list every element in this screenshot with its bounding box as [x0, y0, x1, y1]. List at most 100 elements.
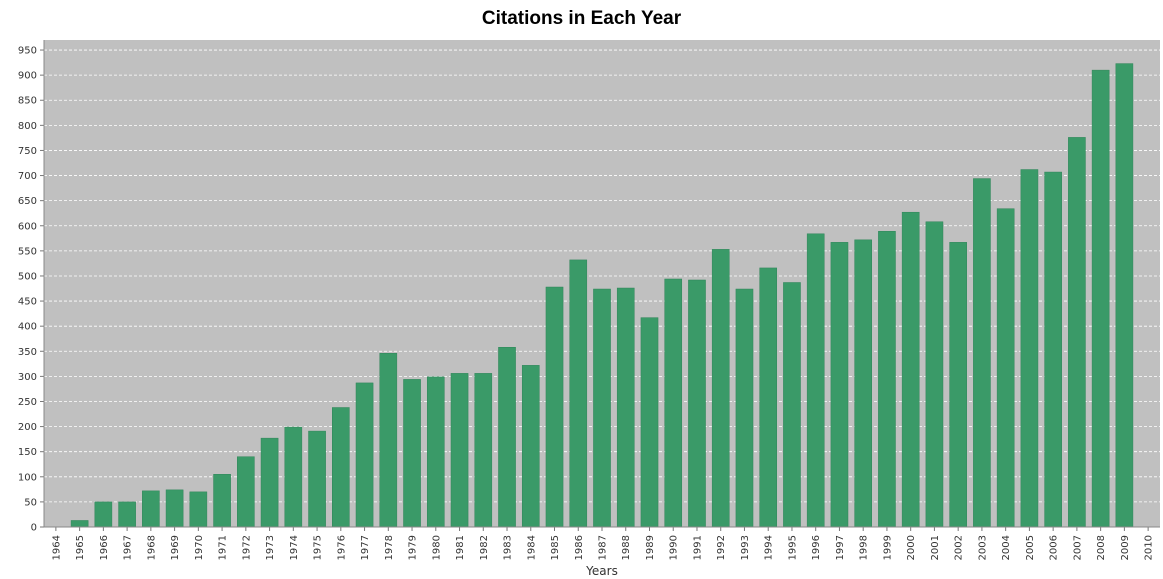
bar-2008: [1091, 69, 1110, 528]
x-tick-label: 1987: [598, 535, 609, 560]
bar-1985: [545, 286, 564, 528]
y-tick-label: 800: [18, 121, 37, 132]
bar-1995: [783, 282, 801, 528]
x-tick-label: 1993: [740, 535, 751, 560]
x-tick-label: 2000: [906, 535, 917, 560]
x-tick-label: 1975: [313, 535, 324, 560]
bar-1990: [664, 278, 683, 528]
y-tick-label: 150: [18, 447, 37, 458]
x-axis-label: Years: [585, 564, 618, 578]
x-tick-label: 1997: [835, 535, 846, 560]
bar-1988: [616, 287, 635, 528]
axes: [40, 40, 1160, 531]
bar-1967: [118, 501, 136, 528]
x-tick-label: 1989: [645, 535, 656, 560]
x-tick-label: 1968: [146, 535, 157, 560]
x-tick-label: 1995: [787, 535, 798, 560]
x-tick-label: 1994: [764, 535, 775, 560]
bar-1975: [308, 430, 326, 528]
x-tick-label: 1969: [170, 535, 181, 560]
x-tick-label: 1971: [218, 535, 229, 560]
bar-2000: [901, 211, 920, 528]
bar-2007: [1068, 137, 1086, 528]
x-tick-label: 1988: [621, 535, 632, 560]
bar-1992: [711, 249, 730, 528]
x-tick-label: 1996: [811, 535, 822, 560]
bar-2001: [925, 221, 944, 528]
x-tick-label: 1991: [692, 535, 703, 560]
x-tick-label: 1990: [669, 535, 680, 560]
x-tick-label: 1982: [479, 535, 490, 560]
y-tick-label: 0: [31, 523, 37, 534]
y-tick-label: 500: [18, 271, 37, 282]
bar-2003: [973, 178, 991, 528]
bar-1976: [332, 407, 350, 528]
x-tick-label: 1972: [241, 535, 252, 560]
bar-1998: [854, 239, 872, 528]
x-tick-label: 1983: [503, 535, 514, 560]
x-tick-label: 1998: [859, 535, 870, 560]
y-tick-label: 450: [18, 297, 37, 308]
bar-1997: [830, 242, 849, 528]
x-tick-label: 2004: [1001, 535, 1012, 560]
bar-1977: [355, 382, 374, 528]
bar-1968: [142, 490, 160, 528]
y-tick-label: 600: [18, 221, 37, 232]
x-tick-label: 1986: [574, 535, 585, 560]
bar-1981: [450, 373, 469, 528]
x-tick-label: 2002: [954, 535, 965, 560]
bar-2002: [949, 242, 967, 528]
x-tick-label: 1967: [123, 535, 134, 560]
x-tick-label: 2001: [930, 535, 941, 560]
y-tick-label: 100: [18, 472, 37, 483]
bar-1974: [284, 426, 303, 528]
x-tick-label: 1966: [99, 535, 110, 560]
bar-1987: [593, 288, 611, 528]
bar-1994: [759, 267, 778, 528]
x-tick-label: 2008: [1096, 535, 1107, 560]
bar-1978: [379, 353, 398, 528]
x-tick-label: 1965: [75, 535, 86, 560]
bar-1989: [640, 317, 659, 528]
x-tick-label: 1973: [265, 535, 276, 560]
x-tick-label: 1980: [431, 535, 442, 560]
y-tick-label: 700: [18, 171, 37, 182]
y-tick-label: 200: [18, 422, 37, 433]
y-tick-label: 50: [24, 497, 37, 508]
bar-2004: [996, 208, 1015, 528]
bar-1999: [878, 231, 896, 528]
x-tick-label: 1999: [882, 535, 893, 560]
bar-1983: [498, 347, 516, 528]
x-tick-label: 2003: [977, 535, 988, 560]
bar-1982: [474, 373, 493, 528]
bar-1965: [70, 520, 89, 528]
bars: [70, 63, 1134, 528]
bar-1970: [189, 491, 208, 528]
y-tick-labels: 0 50 100 150 200 250 300 350 400 450 500 550 600 650 7…: [18, 46, 37, 534]
x-tick-label: 1977: [360, 535, 371, 560]
bar-1984: [521, 365, 540, 528]
y-tick-label: 950: [18, 46, 37, 57]
y-tick-label: 750: [18, 146, 37, 157]
bar-2005: [1020, 169, 1039, 528]
bar-1980: [426, 376, 445, 528]
x-tick-labels: 1964 1965 1966 1967 1968 1969 1970 1971 1972 1973…: [51, 535, 1154, 560]
x-tick-label: 1984: [526, 535, 537, 560]
bar-1969: [165, 489, 184, 528]
bar-1972: [237, 456, 255, 528]
y-tick-label: 300: [18, 372, 37, 383]
x-tick-label: 2006: [1049, 535, 1060, 560]
bar-1971: [213, 474, 231, 528]
y-tick-label: 550: [18, 246, 37, 257]
x-tick-label: 2007: [1072, 535, 1083, 560]
y-tick-label: 400: [18, 322, 37, 333]
bar-1966: [94, 501, 113, 528]
x-tick-label: 2010: [1144, 535, 1155, 560]
chart-title: Citations in Each Year: [481, 8, 682, 29]
x-tick-label: 1979: [408, 535, 419, 560]
x-tick-label: 1964: [51, 535, 62, 560]
x-tick-label: 1976: [336, 535, 347, 560]
x-tick-label: 1992: [716, 535, 727, 560]
y-tick-label: 250: [18, 397, 37, 408]
